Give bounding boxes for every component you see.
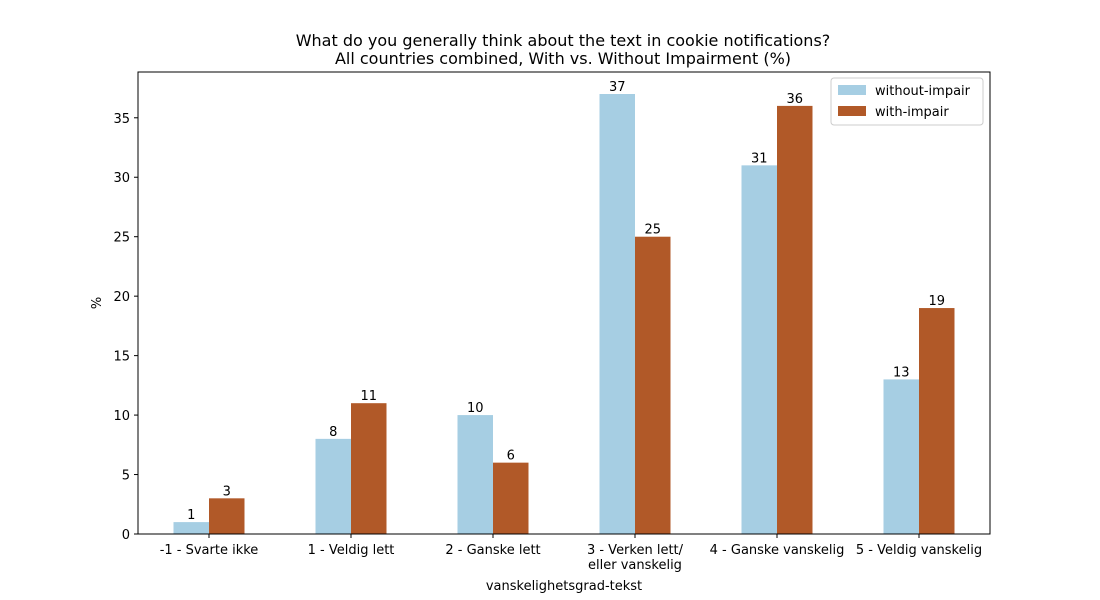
legend-swatch-with-impair (838, 106, 866, 116)
data-label-with-impair-1: 11 (360, 389, 377, 404)
data-label-without-impair-0: 1 (187, 508, 195, 523)
x-tick-label: 2 - Ganske lett (445, 543, 540, 558)
legend-label-without-impair: without-impair (875, 84, 971, 99)
data-label-with-impair-2: 6 (507, 449, 515, 464)
x-tick-label: eller vanskelig (588, 558, 682, 573)
legend-box (830, 77, 984, 126)
bar-with-impair-0 (209, 498, 245, 534)
bar-without-impair-2 (457, 415, 493, 534)
data-label-without-impair-4: 31 (751, 151, 768, 166)
y-tick-label: 0 (122, 528, 130, 543)
plot-area: 1 8 10 37 31 13 3 11 6 25 36 19 0 5 10 15 20 25 30 35 -1 - S… (113, 71, 991, 573)
y-tick-label: 35 (113, 112, 130, 127)
data-label-without-impair-2: 10 (467, 401, 484, 416)
bar-with-impair-4 (777, 105, 813, 534)
bar-without-impair-1 (315, 438, 351, 534)
data-label-without-impair-3: 37 (609, 80, 626, 95)
bar-with-impair-1 (351, 403, 387, 534)
x-tick-label: 4 - Ganske vanskelig (710, 543, 845, 558)
legend-swatch-without-impair (838, 85, 866, 95)
chart-title-line2: All countries combined, With vs. Without… (335, 49, 791, 68)
bar-with-impair-3 (635, 236, 671, 534)
bar-with-impair-2 (493, 462, 529, 534)
data-label-with-impair-5: 19 (928, 294, 945, 309)
y-tick-label: 20 (113, 290, 130, 305)
y-tick-label: 10 (113, 409, 130, 424)
bar-without-impair-5 (883, 379, 919, 534)
x-tick-label: 1 - Veldig lett (308, 543, 395, 558)
y-tick-label: 30 (113, 171, 130, 186)
data-label-with-impair-0: 3 (223, 484, 231, 499)
data-label-without-impair-1: 8 (329, 425, 337, 440)
bar-with-impair-5 (919, 308, 955, 534)
axes-frame (137, 71, 991, 535)
y-tick-label: 25 (113, 231, 130, 246)
bar-without-impair-0 (173, 522, 209, 534)
data-label-with-impair-3: 25 (644, 223, 661, 238)
bar-without-impair-4 (741, 165, 777, 534)
data-label-without-impair-5: 13 (893, 365, 910, 380)
y-tick-label: 5 (122, 469, 130, 484)
x-tick-label: -1 - Svarte ikke (160, 543, 259, 558)
x-axis-label: vanskelighetsgrad-tekst (486, 579, 642, 594)
y-axis-label: % (90, 297, 105, 309)
legend-label-with-impair: with-impair (875, 105, 949, 120)
y-tick-label: 15 (113, 350, 130, 365)
chart-title-line1: What do you generally think about the te… (296, 31, 831, 50)
x-tick-label: 5 - Veldig vanskelig (856, 543, 982, 558)
x-tick-label: 3 - Verken lett/ (587, 543, 684, 558)
bar-without-impair-3 (599, 94, 635, 534)
data-label-with-impair-4: 36 (786, 92, 803, 107)
